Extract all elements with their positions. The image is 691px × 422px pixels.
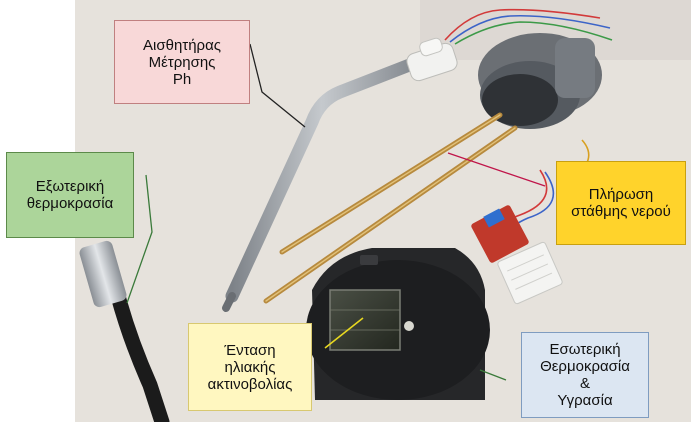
internal-label-line-1: Εσωτερική [549, 341, 621, 358]
internal-label-line-2: Θερμοκρασία [540, 358, 630, 375]
sensor-cap [478, 33, 602, 129]
brass-rods [263, 112, 518, 304]
ph-sensor-label-line-3: Ph [172, 70, 192, 88]
humidity-module [471, 205, 563, 305]
water-level-label-line-2: στάθμης νερού [571, 203, 671, 220]
solar-radiation-label-line-1: Ένταση [224, 341, 276, 359]
ph-sensor-label: Αισθητήρας Μέτρησης Ph [114, 20, 250, 104]
internal-temperature-humidity-label: Εσωτερική Θερμοκρασία & Υγρασία [521, 332, 649, 418]
ph-sensor-label-line-2: Μέτρησης [148, 53, 216, 71]
water-leader-line [447, 152, 546, 187]
external-temperature-label-line-1: Εξωτερική [35, 178, 105, 195]
internal-leader-line [479, 369, 507, 381]
leader-lines [126, 43, 546, 381]
internal-label-line-3: & [579, 375, 590, 392]
ph-leader-line [249, 43, 306, 128]
solar-radiation-label-line-3: ακτινοβολίας [207, 375, 293, 393]
external-temperature-label-line-2: θερμοκρασία [26, 195, 114, 212]
ph-probe [222, 37, 458, 312]
external-temperature-label: Εξωτερική θερμοκρασία [6, 152, 134, 238]
external-leader-line [126, 174, 153, 304]
external-temperature-probe [79, 240, 170, 422]
solar-panel-unit [306, 248, 490, 400]
ph-sensor-label-line-1: Αισθητήρας [143, 36, 221, 54]
water-level-label: Πλήρωση στάθμης νερού [556, 161, 686, 245]
internal-label-line-4: Υγρασία [557, 392, 613, 409]
solar-leader-line [324, 317, 364, 349]
solar-radiation-label: Ένταση ηλιακής ακτινοβολίας [188, 323, 312, 411]
solar-radiation-label-line-2: ηλιακής [224, 358, 276, 376]
water-level-label-line-1: Πλήρωση [588, 186, 654, 203]
